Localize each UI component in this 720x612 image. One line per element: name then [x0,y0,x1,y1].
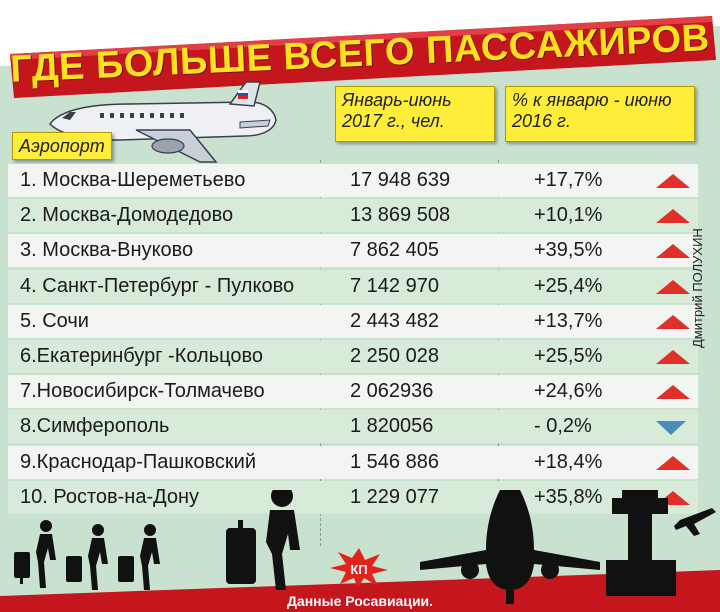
header-change: % к январю - июню 2016 г. [505,86,695,142]
down-arrow-icon [656,421,686,436]
silhouettes-illustration [0,490,720,612]
control-tower-silhouette [606,490,676,596]
passenger-count: 2 443 482 [350,309,439,332]
airport-name: 9.Краснодар-Пашковский [20,450,257,473]
change-percent: +35,8% [534,485,603,508]
header-period: Январь-июнь 2017 г., чел. [335,86,495,142]
table-row: 8.Симферополь 1 820056 - 0,2% [8,410,698,444]
passenger-count: 2 062936 [350,380,434,403]
traveler-silhouette [14,520,56,588]
change-percent: +24,6% [534,380,603,403]
passenger-count: 17 948 639 [350,169,451,191]
airplane-front-silhouette [420,490,600,604]
traveler-silhouette [226,490,300,590]
table-row: 1. Москва-Шереметьево 17 948 639 +17,7% [8,164,698,197]
table-row: 5. Сочи 2 443 482 +13,7% [8,304,698,338]
up-arrow-icon [656,174,690,188]
change-percent: +17,7% [534,169,603,191]
passenger-count: 1 820056 [350,415,434,438]
airport-table: 1. Москва-Шереметьево 17 948 639 +17,7% … [8,164,698,516]
airport-name: 8.Симферополь [20,415,170,438]
change-percent: +25,5% [534,344,603,367]
table-row: 7.Новосибирск-Толмачево 2 062936 +24,6% [8,375,698,409]
airplane-illustration [49,81,277,163]
up-arrow-icon [656,314,690,329]
up-arrow-icon [656,279,690,294]
airport-name: 10. Ростов-на-Дону [20,485,200,508]
change-percent: +13,7% [534,309,603,332]
up-arrow-icon [656,385,690,400]
table-row: 2. Москва-Домодедово 13 869 508 +10,1% [8,199,698,233]
passenger-count: 13 869 508 [350,204,451,227]
table-row: 6.Екатеринбург -Кольцово 2 250 028 +25,5… [8,339,698,373]
up-arrow-icon [656,349,690,364]
airport-name: 4. Санкт-Петербург - Пулково [20,274,295,297]
kp-logo: КП [330,548,388,588]
airport-name: 7.Новосибирск-Толмачево [20,380,265,403]
traveler-silhouette [66,524,108,590]
airport-name: 3. Москва-Внуково [20,239,194,262]
change-percent: +10,1% [534,204,603,227]
airport-name: 1. Москва-Шереметьево [20,169,246,191]
title-banner [0,0,720,98]
traveler-silhouette [118,524,160,590]
header-airport: Аэропорт [12,132,112,160]
data-source: Данные Росавиации. [286,593,434,609]
table-row: 3. Москва-Внуково 7 862 405 +39,5% [8,234,698,268]
passenger-count: 7 862 405 [350,239,439,262]
passenger-count: 1 229 077 [350,485,439,508]
change-percent: +39,5% [534,239,603,262]
departing-plane-icon [674,508,716,536]
airport-name: 6.Екатеринбург -Кольцово [20,344,264,367]
up-arrow-icon [656,244,690,259]
airport-name: 2. Москва-Домодедово [20,204,234,227]
airport-name: 5. Сочи [20,309,89,332]
up-arrow-icon [656,209,690,224]
table-row: 9.Краснодар-Пашковский 1 546 886 +18,4% [8,445,698,479]
passenger-count: 1 546 886 [350,450,439,473]
table-row: 10. Ростов-на-Дону 1 229 077 +35,8% [8,480,698,514]
table-row: 4. Санкт-Петербург - Пулково 7 142 970 +… [8,269,698,303]
change-percent: - 0,2% [534,415,592,438]
author-credit: Дмитрий ПОЛУХИН [690,228,705,348]
passenger-count: 2 250 028 [350,344,439,367]
logo-text: КП [350,562,367,577]
change-percent: +18,4% [534,450,603,473]
passenger-count: 7 142 970 [350,274,439,297]
up-arrow-icon [656,455,690,470]
change-percent: +25,4% [534,274,603,297]
